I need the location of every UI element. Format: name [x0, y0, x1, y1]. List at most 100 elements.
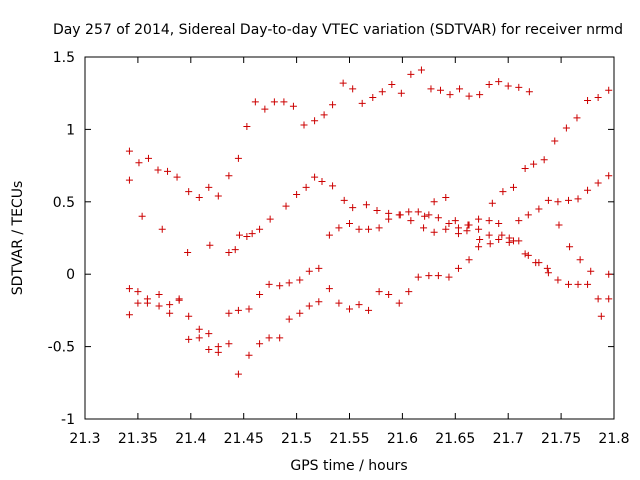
data-point: [584, 186, 592, 194]
data-point: [515, 83, 523, 91]
data-point: [346, 220, 353, 228]
data-point: [565, 280, 573, 288]
chart-title: Day 257 of 2014, Sidereal Day-to-day VTE…: [53, 22, 623, 38]
data-point: [166, 301, 174, 309]
data-point: [302, 183, 310, 191]
data-point: [476, 235, 484, 243]
data-point: [515, 217, 523, 225]
data-point: [442, 225, 450, 233]
data-point: [320, 111, 328, 119]
data-point: [270, 98, 278, 106]
data-point: [125, 147, 133, 155]
data-point: [335, 299, 343, 307]
data-point: [495, 235, 503, 243]
data-point: [175, 296, 183, 304]
data-point: [505, 238, 513, 246]
data-point: [446, 91, 454, 99]
data-point: [421, 212, 429, 220]
data-point: [605, 295, 613, 303]
data-point: [305, 302, 313, 310]
data-point: [554, 198, 562, 206]
data-point: [574, 280, 582, 288]
y-axis-label: SDTVAR / TECUs: [10, 181, 26, 296]
y-axis-ticks: -1 -0.5 0 0.5 1 1.5: [48, 50, 614, 428]
data-point: [355, 301, 363, 309]
x-tick-label: 21.5: [281, 431, 312, 447]
data-point: [430, 198, 438, 206]
data-point: [562, 124, 570, 132]
data-point: [280, 98, 288, 106]
data-point: [144, 154, 152, 162]
data-point: [530, 160, 538, 168]
data-point: [373, 206, 381, 214]
data-point: [318, 178, 326, 186]
x-tick-label: 21.7: [493, 431, 524, 447]
data-point: [551, 137, 559, 145]
data-point: [456, 85, 464, 93]
data-points: [125, 66, 613, 378]
data-point: [195, 193, 203, 201]
x-axis-label: GPS time / hours: [290, 458, 407, 474]
data-point: [485, 231, 493, 239]
data-point: [243, 123, 251, 131]
data-point: [499, 188, 507, 196]
series-satellite-c: [125, 217, 613, 378]
data-point: [256, 340, 264, 348]
data-point: [234, 154, 242, 162]
data-point: [476, 91, 484, 99]
data-point: [125, 176, 133, 184]
data-point: [166, 309, 174, 317]
data-point: [143, 299, 151, 307]
data-point: [245, 351, 253, 359]
x-tick-label: 21.35: [118, 431, 158, 447]
data-point: [289, 102, 297, 110]
data-point: [138, 212, 146, 220]
data-point: [405, 288, 413, 296]
data-point: [375, 224, 383, 232]
data-point: [231, 246, 239, 254]
data-point: [266, 215, 274, 223]
data-point: [587, 267, 595, 275]
x-tick-label: 21.6: [387, 431, 418, 447]
data-point: [355, 225, 363, 233]
data-point: [540, 156, 548, 164]
data-point: [597, 312, 605, 320]
y-tick-label: 1: [66, 122, 75, 138]
data-point: [315, 264, 323, 272]
data-point: [296, 309, 304, 317]
data-point: [329, 101, 337, 109]
y-tick-label: 0: [66, 267, 75, 283]
data-point: [504, 82, 512, 90]
data-point: [195, 334, 203, 342]
data-point: [414, 208, 422, 216]
x-tick-label: 21.8: [598, 431, 629, 447]
data-point: [335, 224, 343, 232]
data-point: [605, 172, 613, 180]
x-tick-label: 21.75: [541, 431, 581, 447]
data-point: [584, 280, 592, 288]
series-satellite-d: [125, 172, 613, 353]
series-satellite-a: [125, 86, 613, 256]
data-point: [509, 183, 517, 191]
data-point: [544, 196, 552, 204]
data-point: [417, 66, 425, 74]
data-point: [521, 250, 529, 258]
data-point: [605, 86, 613, 94]
data-point: [305, 267, 313, 275]
x-tick-label: 21.4: [175, 431, 206, 447]
data-point: [282, 202, 290, 210]
data-point: [135, 159, 143, 167]
data-point: [605, 270, 613, 278]
data-point: [451, 217, 459, 225]
data-point: [375, 288, 383, 296]
data-point: [234, 306, 242, 314]
data-point: [535, 205, 543, 213]
data-point: [214, 192, 222, 200]
data-point: [488, 199, 496, 207]
x-tick-label: 21.65: [435, 431, 475, 447]
data-point: [329, 182, 337, 190]
data-point: [485, 81, 493, 89]
data-point: [414, 273, 422, 281]
data-point: [285, 279, 293, 287]
